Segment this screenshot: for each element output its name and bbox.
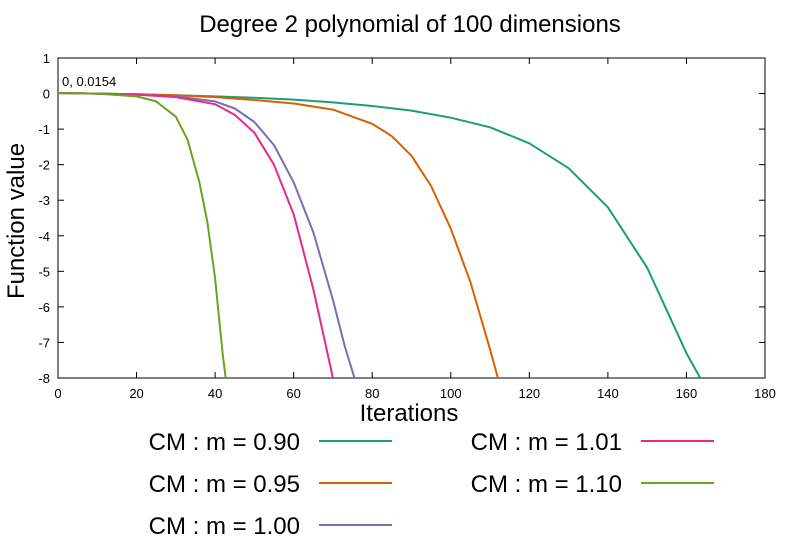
y-tick-label: -6 xyxy=(38,300,50,315)
legend: CM : m = 0.90 CM : m = 0.95 CM : m = 1.00 C… xyxy=(149,429,714,540)
axis-ticks: 0 20 40 60 80 100 120 140 160 180 1 0 -1 -2 -3 -4 -5 -6 -7… xyxy=(38,51,775,401)
y-tick-label: -3 xyxy=(38,193,50,208)
y-tick-label: 0 xyxy=(43,87,50,102)
x-tick-label: 180 xyxy=(754,386,776,401)
x-tick-label: 80 xyxy=(365,386,379,401)
x-tick-label: 100 xyxy=(440,386,462,401)
y-tick-label: -1 xyxy=(38,122,50,137)
chart-title: Degree 2 polynomial of 100 dimensions xyxy=(199,11,621,38)
x-tick-label: 20 xyxy=(129,386,143,401)
series-line-1 xyxy=(58,92,499,378)
series-line-0 xyxy=(58,92,702,378)
plot-frame xyxy=(57,57,766,379)
y-axis-label: Function value xyxy=(3,143,30,299)
series-lines xyxy=(58,92,702,378)
x-axis-label: Iterations xyxy=(360,400,459,427)
legend-label: CM : m = 1.10 xyxy=(471,471,622,498)
legend-label: CM : m = 1.01 xyxy=(471,429,622,456)
legend-label: CM : m = 0.95 xyxy=(149,471,300,498)
x-tick-label: 60 xyxy=(286,386,300,401)
x-tick-label: 120 xyxy=(518,386,540,401)
series-line-3 xyxy=(58,92,334,378)
series-line-4 xyxy=(58,92,227,378)
y-tick-label: -7 xyxy=(38,335,50,350)
legend-label: CM : m = 0.90 xyxy=(149,429,300,456)
x-tick-label: 40 xyxy=(208,386,222,401)
series-line-2 xyxy=(58,92,356,378)
point-annotation: 0, 0.0154 xyxy=(62,74,116,89)
x-tick-label: 140 xyxy=(597,386,619,401)
x-tick-label: 0 xyxy=(54,386,61,401)
y-tick-label: 1 xyxy=(43,51,50,66)
y-tick-label: -2 xyxy=(38,158,50,173)
x-tick-label: 160 xyxy=(676,386,698,401)
y-tick-label: -4 xyxy=(38,229,50,244)
y-tick-label: -8 xyxy=(38,371,50,386)
y-tick-label: -5 xyxy=(38,264,50,279)
legend-label: CM : m = 1.00 xyxy=(149,513,300,540)
